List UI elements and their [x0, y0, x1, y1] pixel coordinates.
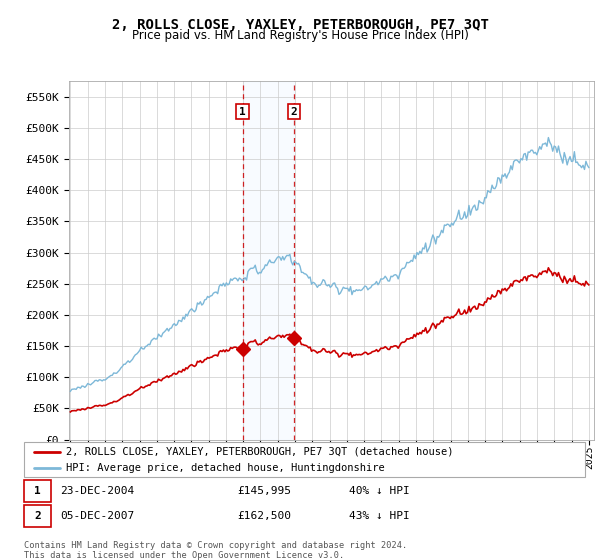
Text: 1: 1 [239, 106, 246, 116]
Text: 43% ↓ HPI: 43% ↓ HPI [349, 511, 410, 521]
Text: 40% ↓ HPI: 40% ↓ HPI [349, 486, 410, 496]
Text: Contains HM Land Registry data © Crown copyright and database right 2024.
This d: Contains HM Land Registry data © Crown c… [24, 540, 407, 560]
Text: 2, ROLLS CLOSE, YAXLEY, PETERBOROUGH, PE7 3QT (detached house): 2, ROLLS CLOSE, YAXLEY, PETERBOROUGH, PE… [66, 447, 454, 457]
Text: 05-DEC-2007: 05-DEC-2007 [61, 511, 135, 521]
Text: 23-DEC-2004: 23-DEC-2004 [61, 486, 135, 496]
Text: Price paid vs. HM Land Registry's House Price Index (HPI): Price paid vs. HM Land Registry's House … [131, 29, 469, 42]
Text: £162,500: £162,500 [237, 511, 291, 521]
Text: 1: 1 [34, 486, 41, 496]
Text: HPI: Average price, detached house, Huntingdonshire: HPI: Average price, detached house, Hunt… [66, 463, 385, 473]
Bar [24, 480, 51, 502]
Text: 2: 2 [290, 106, 297, 116]
Bar [242, 81, 293, 440]
Text: 2: 2 [34, 511, 41, 521]
Text: £145,995: £145,995 [237, 486, 291, 496]
Text: 2, ROLLS CLOSE, YAXLEY, PETERBOROUGH, PE7 3QT: 2, ROLLS CLOSE, YAXLEY, PETERBOROUGH, PE… [112, 18, 488, 32]
Bar [24, 505, 51, 527]
